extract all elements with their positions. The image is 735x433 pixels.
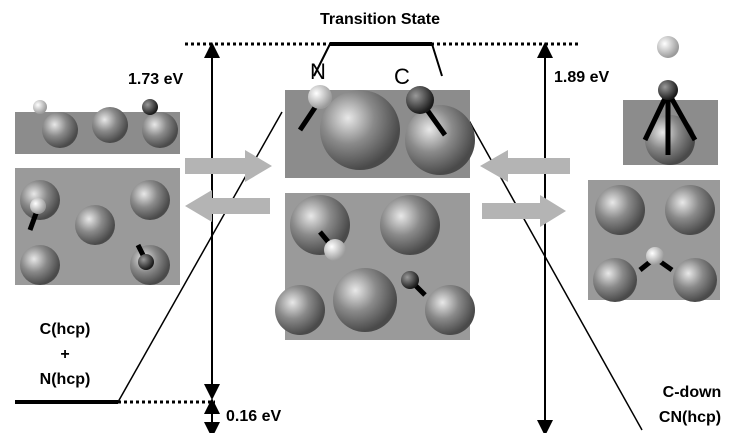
structure-images xyxy=(15,36,720,340)
barrier-label: 1.73 eV xyxy=(128,71,183,88)
state-label: + xyxy=(60,346,69,363)
state-label: C-down xyxy=(663,384,722,401)
state-label: N(hcp) xyxy=(40,371,91,388)
state-label: C(hcp) xyxy=(40,321,91,338)
reaction-energy: 0.16 eV xyxy=(226,408,281,425)
atom-label: C xyxy=(394,64,410,89)
barrier-label: 1.89 eV xyxy=(554,69,609,86)
atom-label: N xyxy=(310,59,326,84)
state-label: CN(hcp) xyxy=(659,409,721,426)
title: Transition State xyxy=(320,11,440,28)
energy-diagram: Transition State N C 1.73 eV 1.89 eV 0.1… xyxy=(0,0,735,433)
